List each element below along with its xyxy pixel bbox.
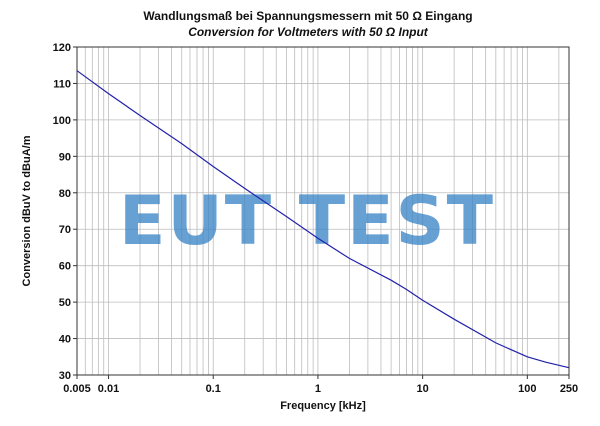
x-tick-label: 0.01 — [98, 383, 119, 395]
y-tick-label: 30 — [59, 370, 71, 382]
x-axis-label: Frequency [kHz] — [280, 400, 366, 412]
x-tick-label: 0.1 — [206, 383, 221, 395]
y-tick-label: 100 — [53, 115, 71, 127]
x-axis-ticks: 0.005 0.01 0.1 1 10 100 250 — [63, 375, 578, 395]
y-tick-label: 70 — [59, 224, 71, 236]
plot-frame — [76, 46, 570, 376]
x-tick-label: 1 — [315, 383, 321, 395]
y-axis-label: Conversion dBuV to dBuA/m — [21, 135, 33, 286]
y-tick-label: 40 — [59, 334, 71, 346]
y-axis-ticks: 30 40 50 60 70 80 90 100 110 120 — [53, 42, 77, 382]
chart-title: Wandlungsmaß bei Spannungsmessern mit 50… — [143, 9, 472, 23]
y-tick-label: 50 — [59, 297, 71, 309]
x-tick-label: 250 — [560, 383, 578, 395]
y-tick-label: 60 — [59, 261, 71, 273]
grid — [77, 47, 569, 375]
x-tick-label: 100 — [518, 383, 536, 395]
x-tick-label: 10 — [417, 383, 429, 395]
y-tick-label: 120 — [53, 42, 71, 54]
y-tick-label: 110 — [53, 78, 71, 90]
x-tick-label: 0.005 — [63, 383, 91, 395]
y-tick-label: 80 — [59, 188, 71, 200]
watermark: EUT TEST — [119, 182, 495, 261]
series-line — [76, 70, 570, 369]
chart-subtitle: Conversion for Voltmeters with 50 Ω Inpu… — [188, 25, 429, 39]
series-layer — [76, 70, 570, 369]
y-tick-label: 90 — [59, 151, 71, 163]
